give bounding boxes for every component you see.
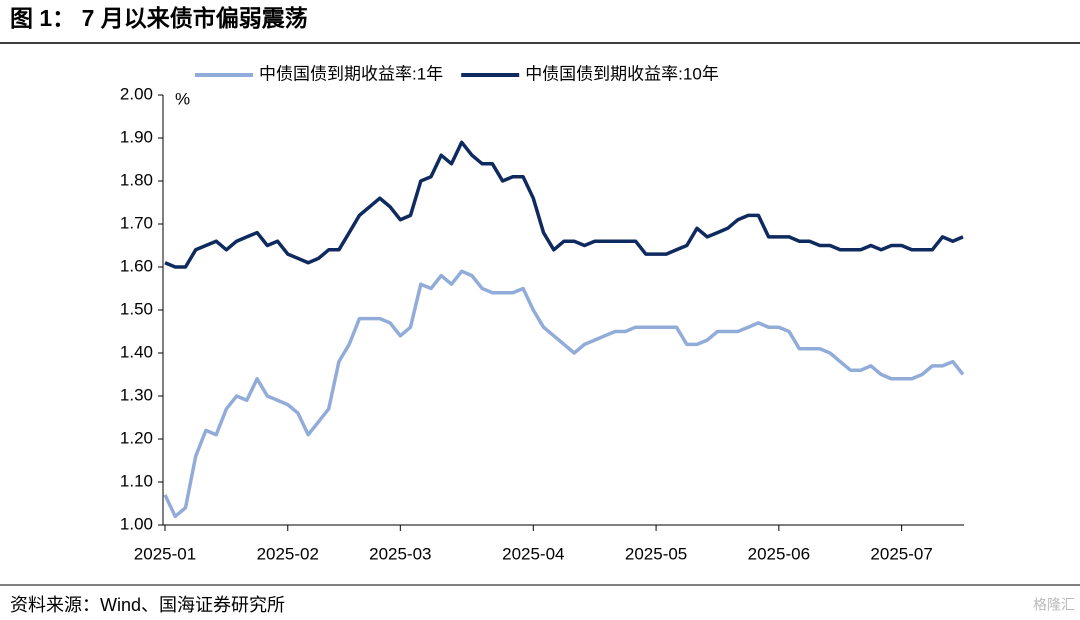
y-tick-label: 1.90 [120, 127, 153, 146]
x-tick-label: 2025-02 [257, 544, 319, 563]
legend-label: 中债国债到期收益率:10年 [525, 64, 719, 83]
y-tick-label: 1.30 [120, 385, 153, 404]
source: 资料来源：Wind、国海证券研究所 [10, 595, 285, 615]
legend-label: 中债国债到期收益率:1年 [259, 64, 443, 83]
y-tick-label: 1.10 [120, 471, 153, 490]
y-tick-label: 1.60 [120, 256, 153, 275]
y-tick-label: 1.20 [120, 428, 153, 447]
x-tick-label: 2025-04 [502, 544, 564, 563]
y-tick-label: 2.00 [120, 84, 153, 103]
x-tick-label: 2025-05 [625, 544, 687, 563]
y-tick-label: 1.40 [120, 342, 153, 361]
y-tick-label: 1.50 [120, 299, 153, 318]
x-tick-label: 2025-01 [134, 544, 196, 563]
x-tick-label: 2025-03 [369, 544, 431, 563]
x-tick-label: 2025-06 [748, 544, 810, 563]
chart-title: 图 1： 7 月以来债市偏弱震荡 [10, 5, 308, 31]
y-axis-label: % [175, 89, 190, 108]
x-tick-label: 2025-07 [870, 544, 932, 563]
y-tick-label: 1.70 [120, 213, 153, 232]
y-tick-label: 1.80 [120, 170, 153, 189]
y-tick-label: 1.00 [120, 514, 153, 533]
watermark: 格隆汇 [1033, 597, 1075, 613]
series-line [163, 269, 965, 519]
series-line [164, 140, 964, 269]
